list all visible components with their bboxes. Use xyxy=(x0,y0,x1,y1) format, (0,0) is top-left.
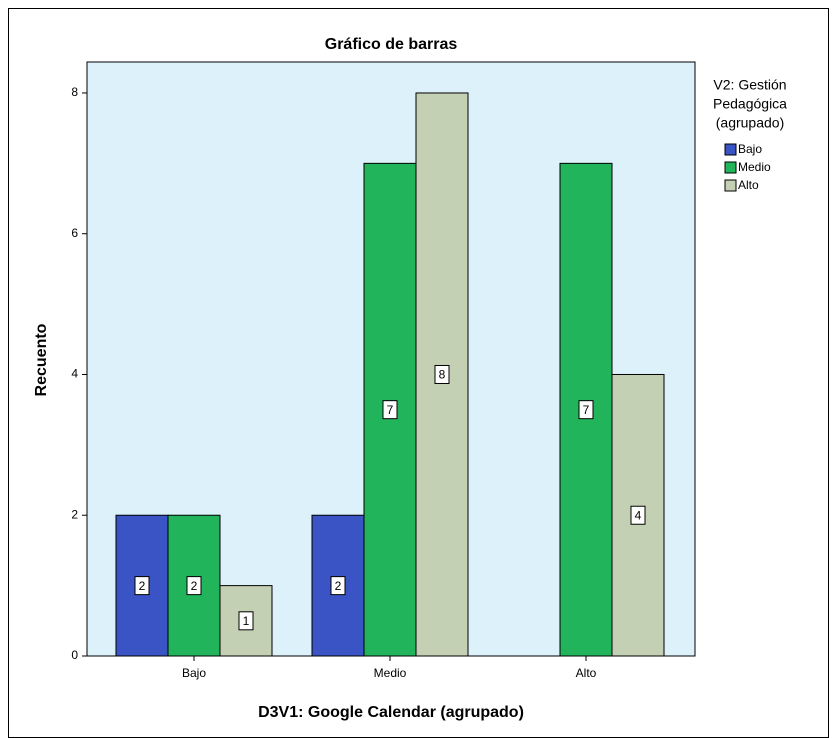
value-label: 2 xyxy=(335,579,342,593)
value-label: 7 xyxy=(583,403,590,417)
value-label: 7 xyxy=(387,403,394,417)
legend-title: (agrupado) xyxy=(716,115,785,131)
value-label: 2 xyxy=(139,579,146,593)
chart-title: Gráfico de barras xyxy=(325,36,458,53)
x-axis-label: D3V1: Google Calendar (agrupado) xyxy=(258,704,524,721)
y-tick-label: 2 xyxy=(71,507,78,521)
value-label-box xyxy=(630,505,646,525)
value-label-box xyxy=(134,576,150,596)
value-label-box xyxy=(382,400,398,420)
y-tick-label: 6 xyxy=(71,226,78,240)
legend-label: Alto xyxy=(738,178,759,192)
x-tick-label: Bajo xyxy=(182,666,206,680)
legend-swatch xyxy=(724,143,737,156)
x-tick-label: Medio xyxy=(374,666,407,680)
legend-swatch xyxy=(724,161,737,174)
legend-title: V2: Gestión xyxy=(713,77,786,93)
y-tick-label: 4 xyxy=(71,367,78,381)
value-label-box xyxy=(578,400,594,420)
value-label: 4 xyxy=(635,508,642,522)
legend-label: Medio xyxy=(738,160,771,174)
value-label-box xyxy=(186,576,202,596)
value-label-box xyxy=(238,611,254,631)
value-label-box xyxy=(330,576,346,596)
x-tick-label: Alto xyxy=(576,666,597,680)
y-tick-label: 0 xyxy=(71,648,78,662)
y-tick-label: 8 xyxy=(71,85,78,99)
value-label: 1 xyxy=(243,614,250,628)
value-label-box xyxy=(434,364,450,384)
legend-swatch xyxy=(724,179,737,192)
y-axis-label: Recuento xyxy=(33,323,50,396)
value-label: 2 xyxy=(191,579,198,593)
legend-title: Pedagógica xyxy=(713,96,787,112)
value-label: 8 xyxy=(439,368,446,382)
legend-label: Bajo xyxy=(738,142,762,156)
